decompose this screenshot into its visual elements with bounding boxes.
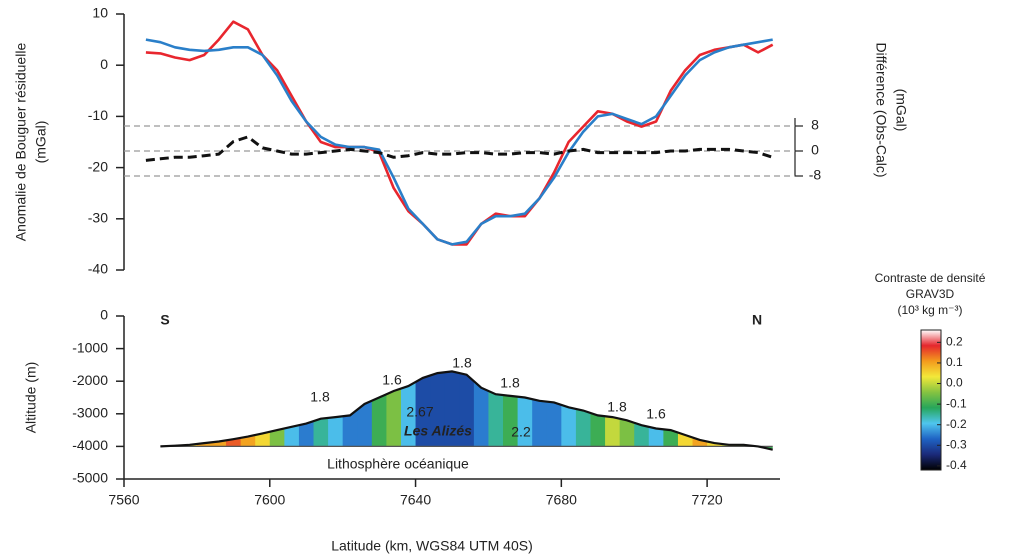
density-cell (226, 371, 242, 449)
section-annotation: 2.67 (406, 404, 433, 420)
density-cell (196, 371, 213, 449)
colorbar-tick-label: -0.1 (946, 396, 967, 410)
colorbar-tick-label: 0.1 (946, 355, 963, 369)
y2-axis-label: Différence (Obs-Calc) (873, 42, 889, 177)
section-annotation: 1.8 (500, 375, 520, 391)
density-cell (619, 371, 636, 449)
density-cell (160, 371, 169, 449)
section-annotation: S (160, 312, 169, 328)
y2-axis-label: (mGal) (893, 89, 909, 132)
density-cell (357, 371, 373, 449)
section-annotation: Lithosphère océanique (327, 456, 469, 472)
section-annotation: 2.2 (511, 424, 531, 440)
y2-tick-label: -8 (809, 167, 822, 183)
density-cell (765, 371, 773, 449)
topography-line (160, 370, 773, 451)
y2-tick-label: 8 (811, 117, 819, 133)
y-axis-label: Anomalie de Bouguer résiduelle (13, 43, 29, 242)
y-tick-label: -40 (88, 261, 108, 277)
x-tick-label: 7640 (400, 492, 431, 508)
y-tick-label: -10 (88, 107, 108, 123)
density-cell (575, 371, 592, 449)
colorbar-tick-label: -0.2 (946, 417, 967, 431)
colorbar (920, 329, 942, 471)
y-tick-label: 10 (92, 5, 108, 21)
density-cell (605, 371, 621, 449)
difference-line (145, 135, 774, 162)
colorbar-tick-label: -0.3 (946, 437, 967, 451)
density-cell (400, 371, 417, 449)
density-cell (692, 371, 708, 449)
density-cell (415, 371, 431, 449)
y-tick-label: -30 (88, 210, 108, 226)
y2-tick-label: 0 (811, 142, 819, 158)
section-annotation: 1.8 (310, 389, 330, 405)
y-tick-label: -2000 (72, 372, 108, 388)
density-cell (182, 371, 198, 449)
y-tick-label: -5000 (72, 470, 108, 486)
colorbar-title: (10³ kg m⁻³) (897, 303, 962, 317)
x-tick-label: 7680 (546, 492, 577, 508)
density-cell (532, 371, 548, 449)
density-cell (677, 371, 694, 449)
colorbar-tick-label: 0.0 (946, 376, 963, 390)
density-cell (328, 371, 344, 449)
anomaly-line (145, 20, 774, 246)
density-cell (459, 371, 475, 449)
density-cell (707, 371, 723, 449)
density-cell (255, 371, 271, 449)
x-tick-label: 7560 (108, 492, 139, 508)
y-axis-label: Altitude (m) (23, 362, 39, 434)
density-cell (167, 371, 184, 449)
section-annotation: 1.8 (452, 355, 472, 371)
y-axis-label: (mGal) (33, 121, 49, 164)
density-cell (298, 371, 315, 449)
colorbar-title: Contraste de densité (875, 271, 986, 285)
colorbar-tick-label: 0.2 (946, 335, 963, 349)
section-annotation: Les Alizés (404, 423, 472, 439)
density-cell (444, 371, 461, 449)
section-annotation: 1.6 (382, 372, 402, 388)
anomaly-line (145, 38, 773, 246)
density-cell (736, 371, 752, 449)
density-cell (561, 371, 577, 449)
section-annotation: N (752, 312, 762, 328)
section-annotation: 1.6 (646, 406, 666, 422)
density-cell (313, 371, 329, 449)
density-cell (750, 371, 767, 449)
density-cell (634, 371, 650, 449)
density-cell (211, 371, 227, 449)
x-tick-label: 7720 (692, 492, 723, 508)
y-tick-label: 0 (100, 56, 108, 72)
density-cell (342, 371, 359, 449)
density-cell (430, 371, 446, 449)
density-cell (721, 371, 738, 449)
x-axis-label: Latitude (km, WGS84 UTM 40S) (331, 538, 533, 554)
y-tick-label: -20 (88, 158, 108, 174)
colorbar-title: GRAV3D (906, 287, 955, 301)
density-cell (546, 371, 563, 449)
density-cell (590, 371, 606, 449)
y-tick-label: -3000 (72, 405, 108, 421)
density-cell (240, 371, 256, 449)
colorbar-tick-label: -0.4 (946, 458, 967, 472)
y-tick-label: 0 (100, 307, 108, 323)
y-tick-label: -1000 (72, 339, 108, 355)
section-annotation: 1.8 (607, 399, 627, 415)
x-tick-label: 7600 (254, 492, 285, 508)
y-tick-label: -4000 (72, 437, 108, 453)
